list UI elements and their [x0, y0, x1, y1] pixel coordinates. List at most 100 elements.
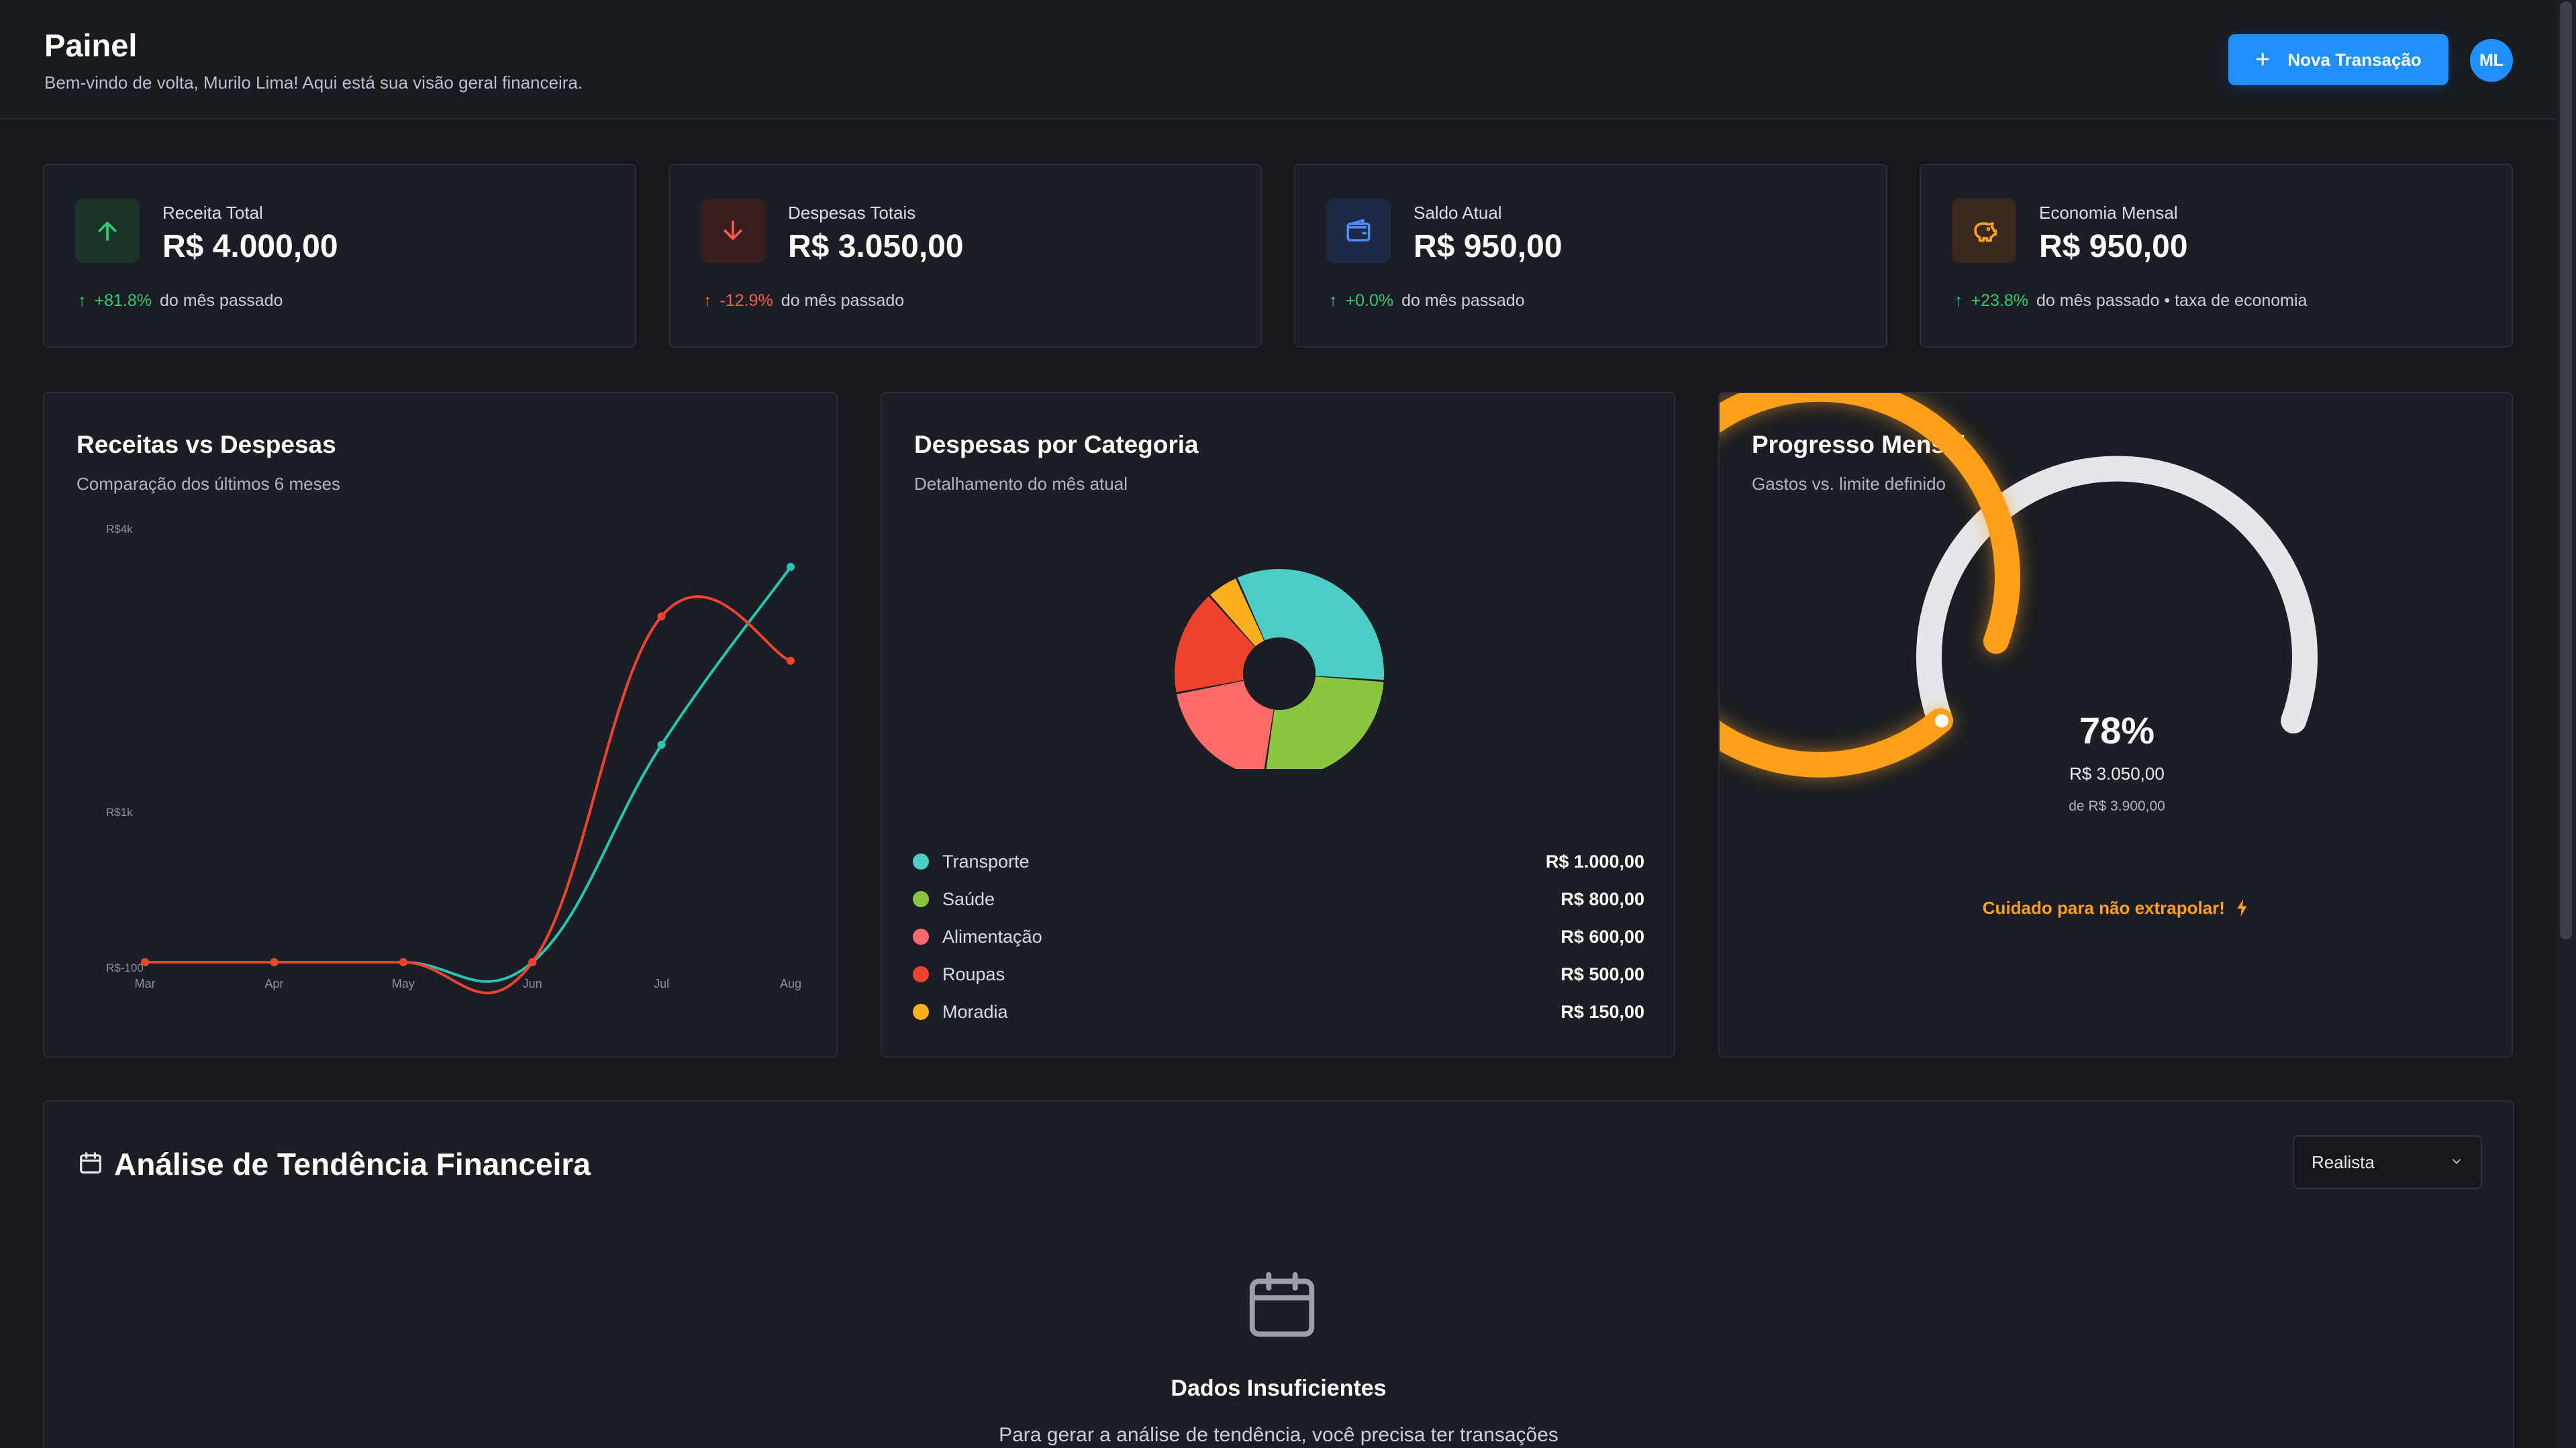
- calendar-icon: [78, 1150, 103, 1179]
- arrow-down-icon: [701, 199, 765, 263]
- panel-subtitle: Gastos vs. limite definido: [1752, 474, 1946, 494]
- pie-slice-transporte[interactable]: [1237, 569, 1384, 680]
- progress-gauge: 78% R$ 3.050,00 de R$ 3.900,00: [1720, 393, 2318, 814]
- top-header: Painel Bem-vindo de volta, Murilo Lima! …: [0, 0, 2556, 119]
- legend-swatch: [913, 1004, 929, 1020]
- trend-up-icon: ↑: [1329, 291, 1338, 310]
- stat-card-expenses: Despesas Totais R$ 3.050,00 ↑ -12.9% do …: [668, 164, 1262, 348]
- y-tick-label: R$4k: [106, 523, 133, 535]
- gauge-track: [1916, 456, 2318, 734]
- stat-caption: do mês passado: [160, 291, 283, 310]
- legend-label: Roupas: [942, 964, 1005, 984]
- stat-footer: ↑ -12.9% do mês passado: [703, 291, 904, 311]
- x-tick-label: May: [392, 977, 415, 990]
- stat-card-income: Receita Total R$ 4.000,00 ↑ +81.8% do mê…: [43, 164, 636, 348]
- legend-item: Alimentação R$ 600,00: [913, 923, 1644, 950]
- x-tick-label: Jun: [523, 977, 542, 990]
- legend-item: Moradia R$ 150,00: [913, 998, 1644, 1025]
- chevron-down-icon: [2450, 1152, 2463, 1173]
- y-tick-label: R$1k: [106, 806, 133, 819]
- empty-state-description: Para gerar a análise de tendência, você …: [999, 1424, 1558, 1446]
- legend-label: Transporte: [942, 851, 1030, 872]
- stat-card-balance: Saldo Atual R$ 950,00 ↑ +0.0% do mês pas…: [1294, 164, 1887, 348]
- monthly-progress-panel: Progresso Mensal Gastos vs. limite defin…: [1718, 392, 2513, 1057]
- pie-slice-roupas[interactable]: [1175, 596, 1255, 692]
- line-chart: R$4k R$1k R$-100 Mar Apr May Jun Jul Aug: [106, 523, 801, 994]
- limit-warning: Cuidado para não extrapolar!: [1720, 898, 2512, 919]
- trend-up-icon: ↑: [1954, 291, 1963, 310]
- stat-caption: do mês passado: [781, 291, 905, 310]
- stat-footer: ↑ +23.8% do mês passado • taxa de econom…: [1954, 291, 2307, 311]
- legend-value: R$ 150,00: [1561, 1001, 1644, 1022]
- stat-footer: ↑ +81.8% do mês passado: [78, 291, 283, 311]
- stat-label: Saldo Atual: [1414, 203, 1502, 223]
- gauge-limit: de R$ 3.900,00: [2069, 798, 2165, 814]
- data-point[interactable]: [657, 741, 666, 749]
- new-transaction-button[interactable]: + Nova Transação: [2228, 34, 2448, 85]
- x-tick-label: Apr: [264, 977, 283, 990]
- pie-slice-saúde[interactable]: [1265, 676, 1384, 769]
- plus-icon: +: [2255, 46, 2271, 74]
- legend-value: R$ 1.000,00: [1545, 851, 1644, 872]
- stat-card-savings: Economia Mensal R$ 950,00 ↑ +23.8% do mê…: [1920, 164, 2513, 348]
- scrollbar-thumb[interactable]: [2560, 1, 2572, 939]
- scenario-select[interactable]: Realista: [2293, 1135, 2482, 1189]
- stat-label: Despesas Totais: [788, 203, 916, 223]
- trend-analysis-panel: Análise de Tendência Financeira Realista…: [43, 1100, 2514, 1448]
- x-tick-label: Aug: [780, 977, 801, 990]
- new-transaction-label: Nova Transação: [2287, 49, 2422, 70]
- gauge-start-dot: [1934, 714, 1948, 728]
- stat-label: Receita Total: [162, 203, 263, 223]
- page-title: Painel: [44, 28, 138, 63]
- panel-subtitle: Detalhamento do mês atual: [914, 474, 1128, 494]
- piggy-bank-icon: [1952, 199, 2016, 263]
- donut-hole: [1243, 637, 1316, 710]
- panel-title: Receitas vs Despesas: [77, 431, 336, 458]
- stat-label: Economia Mensal: [2039, 203, 2178, 223]
- trend-up-icon: ↑: [703, 291, 712, 310]
- data-point[interactable]: [270, 958, 279, 966]
- stat-value: R$ 3.050,00: [788, 229, 964, 264]
- stat-delta: -12.9%: [720, 291, 773, 310]
- legend-item: Saúde R$ 800,00: [913, 886, 1644, 913]
- x-tick-label: Jul: [654, 977, 669, 990]
- legend-swatch: [913, 854, 929, 870]
- income-vs-expenses-panel: Receitas vs Despesas Comparação dos últi…: [43, 392, 838, 1057]
- gauge-percent: 78%: [2079, 709, 2154, 752]
- data-point[interactable]: [528, 958, 537, 966]
- pie-slice-moradia[interactable]: [1210, 578, 1265, 647]
- panel-subtitle: Comparação dos últimos 6 meses: [77, 474, 341, 494]
- wallet-icon: [1326, 199, 1391, 263]
- arrow-up-icon: [75, 199, 140, 263]
- select-value: Realista: [2312, 1151, 2375, 1172]
- trend-up-icon: ↑: [78, 291, 87, 310]
- empty-calendar-icon: [1242, 1264, 1322, 1348]
- avatar[interactable]: ML: [2470, 39, 2513, 82]
- lightning-icon: [2236, 898, 2248, 918]
- stat-delta: +0.0%: [1345, 291, 1394, 310]
- stat-caption: do mês passado: [1401, 291, 1525, 310]
- legend-swatch: [913, 966, 929, 982]
- gauge-fill: [1720, 393, 2020, 778]
- data-point[interactable]: [787, 656, 795, 665]
- legend-label: Moradia: [942, 1001, 1008, 1022]
- legend-value: R$ 500,00: [1561, 964, 1644, 984]
- data-point[interactable]: [399, 958, 407, 966]
- trend-title: Análise de Tendência Financeira: [114, 1147, 591, 1182]
- expenses-by-category-panel: Despesas por Categoria Detalhamento do m…: [881, 392, 1675, 1057]
- data-point[interactable]: [787, 562, 795, 571]
- welcome-subtitle: Bem-vindo de volta, Murilo Lima! Aqui es…: [44, 72, 583, 93]
- legend-swatch: [913, 891, 929, 907]
- gauge-spent: R$ 3.050,00: [2069, 764, 2165, 784]
- data-point[interactable]: [141, 958, 149, 966]
- legend-value: R$ 800,00: [1561, 888, 1644, 909]
- page-scrollbar[interactable]: [2556, 0, 2576, 1448]
- stat-value: R$ 4.000,00: [162, 229, 338, 264]
- series-line-0: [145, 566, 792, 983]
- data-point[interactable]: [657, 612, 666, 621]
- legend-label: Alimentação: [942, 926, 1042, 947]
- legend-swatch: [913, 929, 929, 945]
- legend-value: R$ 600,00: [1561, 926, 1644, 947]
- legend-item: Transporte R$ 1.000,00: [913, 848, 1644, 875]
- pie-slice-alimentação[interactable]: [1177, 680, 1274, 769]
